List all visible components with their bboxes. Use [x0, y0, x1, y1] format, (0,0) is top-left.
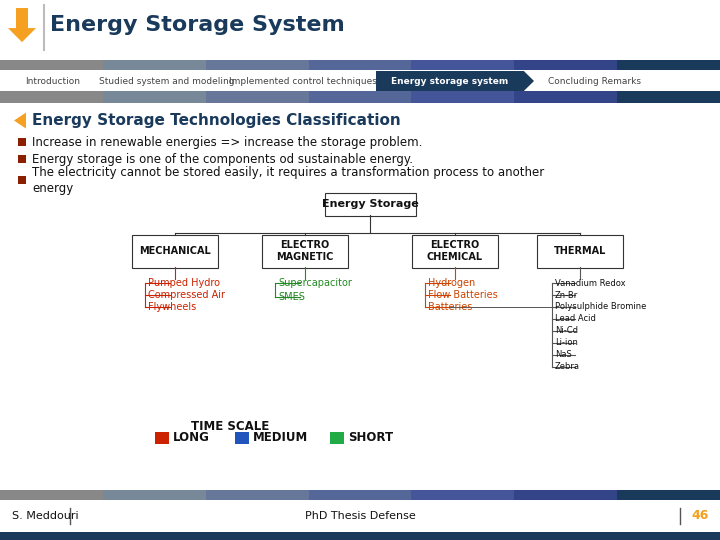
Text: Hydrogen: Hydrogen [428, 278, 475, 288]
Bar [514, 490, 617, 500]
Bar [206, 60, 309, 70]
Text: Concluding Remarks: Concluding Remarks [549, 77, 642, 85]
FancyBboxPatch shape [537, 235, 623, 268]
Text: Energy Storage System: Energy Storage System [50, 15, 345, 35]
Text: MECHANICAL: MECHANICAL [139, 246, 211, 256]
Text: Compressed Air: Compressed Air [148, 290, 225, 300]
Text: Ni-Cd: Ni-Cd [555, 326, 578, 335]
Bar [514, 60, 617, 70]
Text: 46: 46 [691, 509, 708, 522]
Bar [0, 532, 720, 540]
Bar [155, 431, 169, 443]
Text: S. Meddouri: S. Meddouri [12, 511, 78, 521]
FancyBboxPatch shape [412, 235, 498, 268]
Bar [330, 431, 344, 443]
Polygon shape [14, 112, 26, 129]
FancyBboxPatch shape [132, 235, 218, 268]
Text: Zn-Br: Zn-Br [555, 291, 578, 300]
Bar [617, 60, 720, 70]
Text: Energy storage system: Energy storage system [392, 77, 508, 85]
Polygon shape [8, 8, 36, 42]
Text: Li-ion: Li-ion [555, 339, 578, 347]
Text: Energy Storage Technologies Classification: Energy Storage Technologies Classificati… [32, 113, 401, 128]
Bar [206, 91, 309, 103]
Text: ELECTRO
MAGNETIC: ELECTRO MAGNETIC [276, 240, 333, 262]
Bar [0, 490, 103, 500]
Bar [309, 490, 411, 500]
Text: Increase in renewable energies => increase the storage problem.: Increase in renewable energies => increa… [32, 136, 423, 149]
Text: Lead Acid: Lead Acid [555, 314, 596, 323]
Bar [206, 490, 309, 500]
Bar [103, 91, 206, 103]
Text: Energy Storage: Energy Storage [322, 199, 418, 210]
Text: MEDIUM: MEDIUM [253, 431, 308, 444]
Text: Vanadium Redox: Vanadium Redox [555, 279, 626, 287]
Text: ELECTRO
CHEMICAL: ELECTRO CHEMICAL [427, 240, 483, 262]
Text: Polysulphide Bromine: Polysulphide Bromine [555, 302, 647, 312]
Bar [514, 91, 617, 103]
Text: LONG: LONG [173, 431, 210, 444]
Bar [309, 91, 411, 103]
Bar [309, 60, 411, 70]
Bar [103, 60, 206, 70]
Bar [411, 91, 514, 103]
FancyBboxPatch shape [325, 193, 415, 216]
Text: Introduction: Introduction [25, 77, 80, 85]
Bar [617, 490, 720, 500]
Text: TIME SCALE: TIME SCALE [191, 420, 269, 433]
Bar [18, 156, 26, 164]
Text: The electricity cannot be stored easily, it requires a transformation process to: The electricity cannot be stored easily,… [32, 166, 544, 195]
Text: SHORT: SHORT [348, 431, 393, 444]
Bar [18, 138, 26, 146]
Bar [235, 431, 249, 443]
Text: SMES: SMES [278, 292, 305, 302]
Bar [411, 60, 514, 70]
Text: PhD Thesis Defense: PhD Thesis Defense [305, 511, 415, 521]
Text: Flow Batteries: Flow Batteries [428, 290, 498, 300]
Polygon shape [524, 71, 534, 91]
Bar [376, 71, 524, 91]
Text: Studied system and modeling: Studied system and modeling [99, 77, 235, 85]
Bar [0, 60, 103, 70]
Text: NaS: NaS [555, 350, 572, 359]
Text: Implemented control techniques: Implemented control techniques [229, 77, 377, 85]
Bar [411, 490, 514, 500]
Bar [0, 91, 103, 103]
Bar [617, 91, 720, 103]
Text: Pumped Hydro: Pumped Hydro [148, 278, 220, 288]
Text: Flywheels: Flywheels [148, 302, 197, 312]
Text: Supercapacitor: Supercapacitor [278, 278, 352, 288]
Text: Energy storage is one of the components od sustainable energy.: Energy storage is one of the components … [32, 153, 413, 166]
Bar [18, 177, 26, 184]
Text: THERMAL: THERMAL [554, 246, 606, 256]
Text: Zebra: Zebra [555, 362, 580, 372]
Bar [103, 490, 206, 500]
Text: Batteries: Batteries [428, 302, 472, 312]
FancyBboxPatch shape [262, 235, 348, 268]
